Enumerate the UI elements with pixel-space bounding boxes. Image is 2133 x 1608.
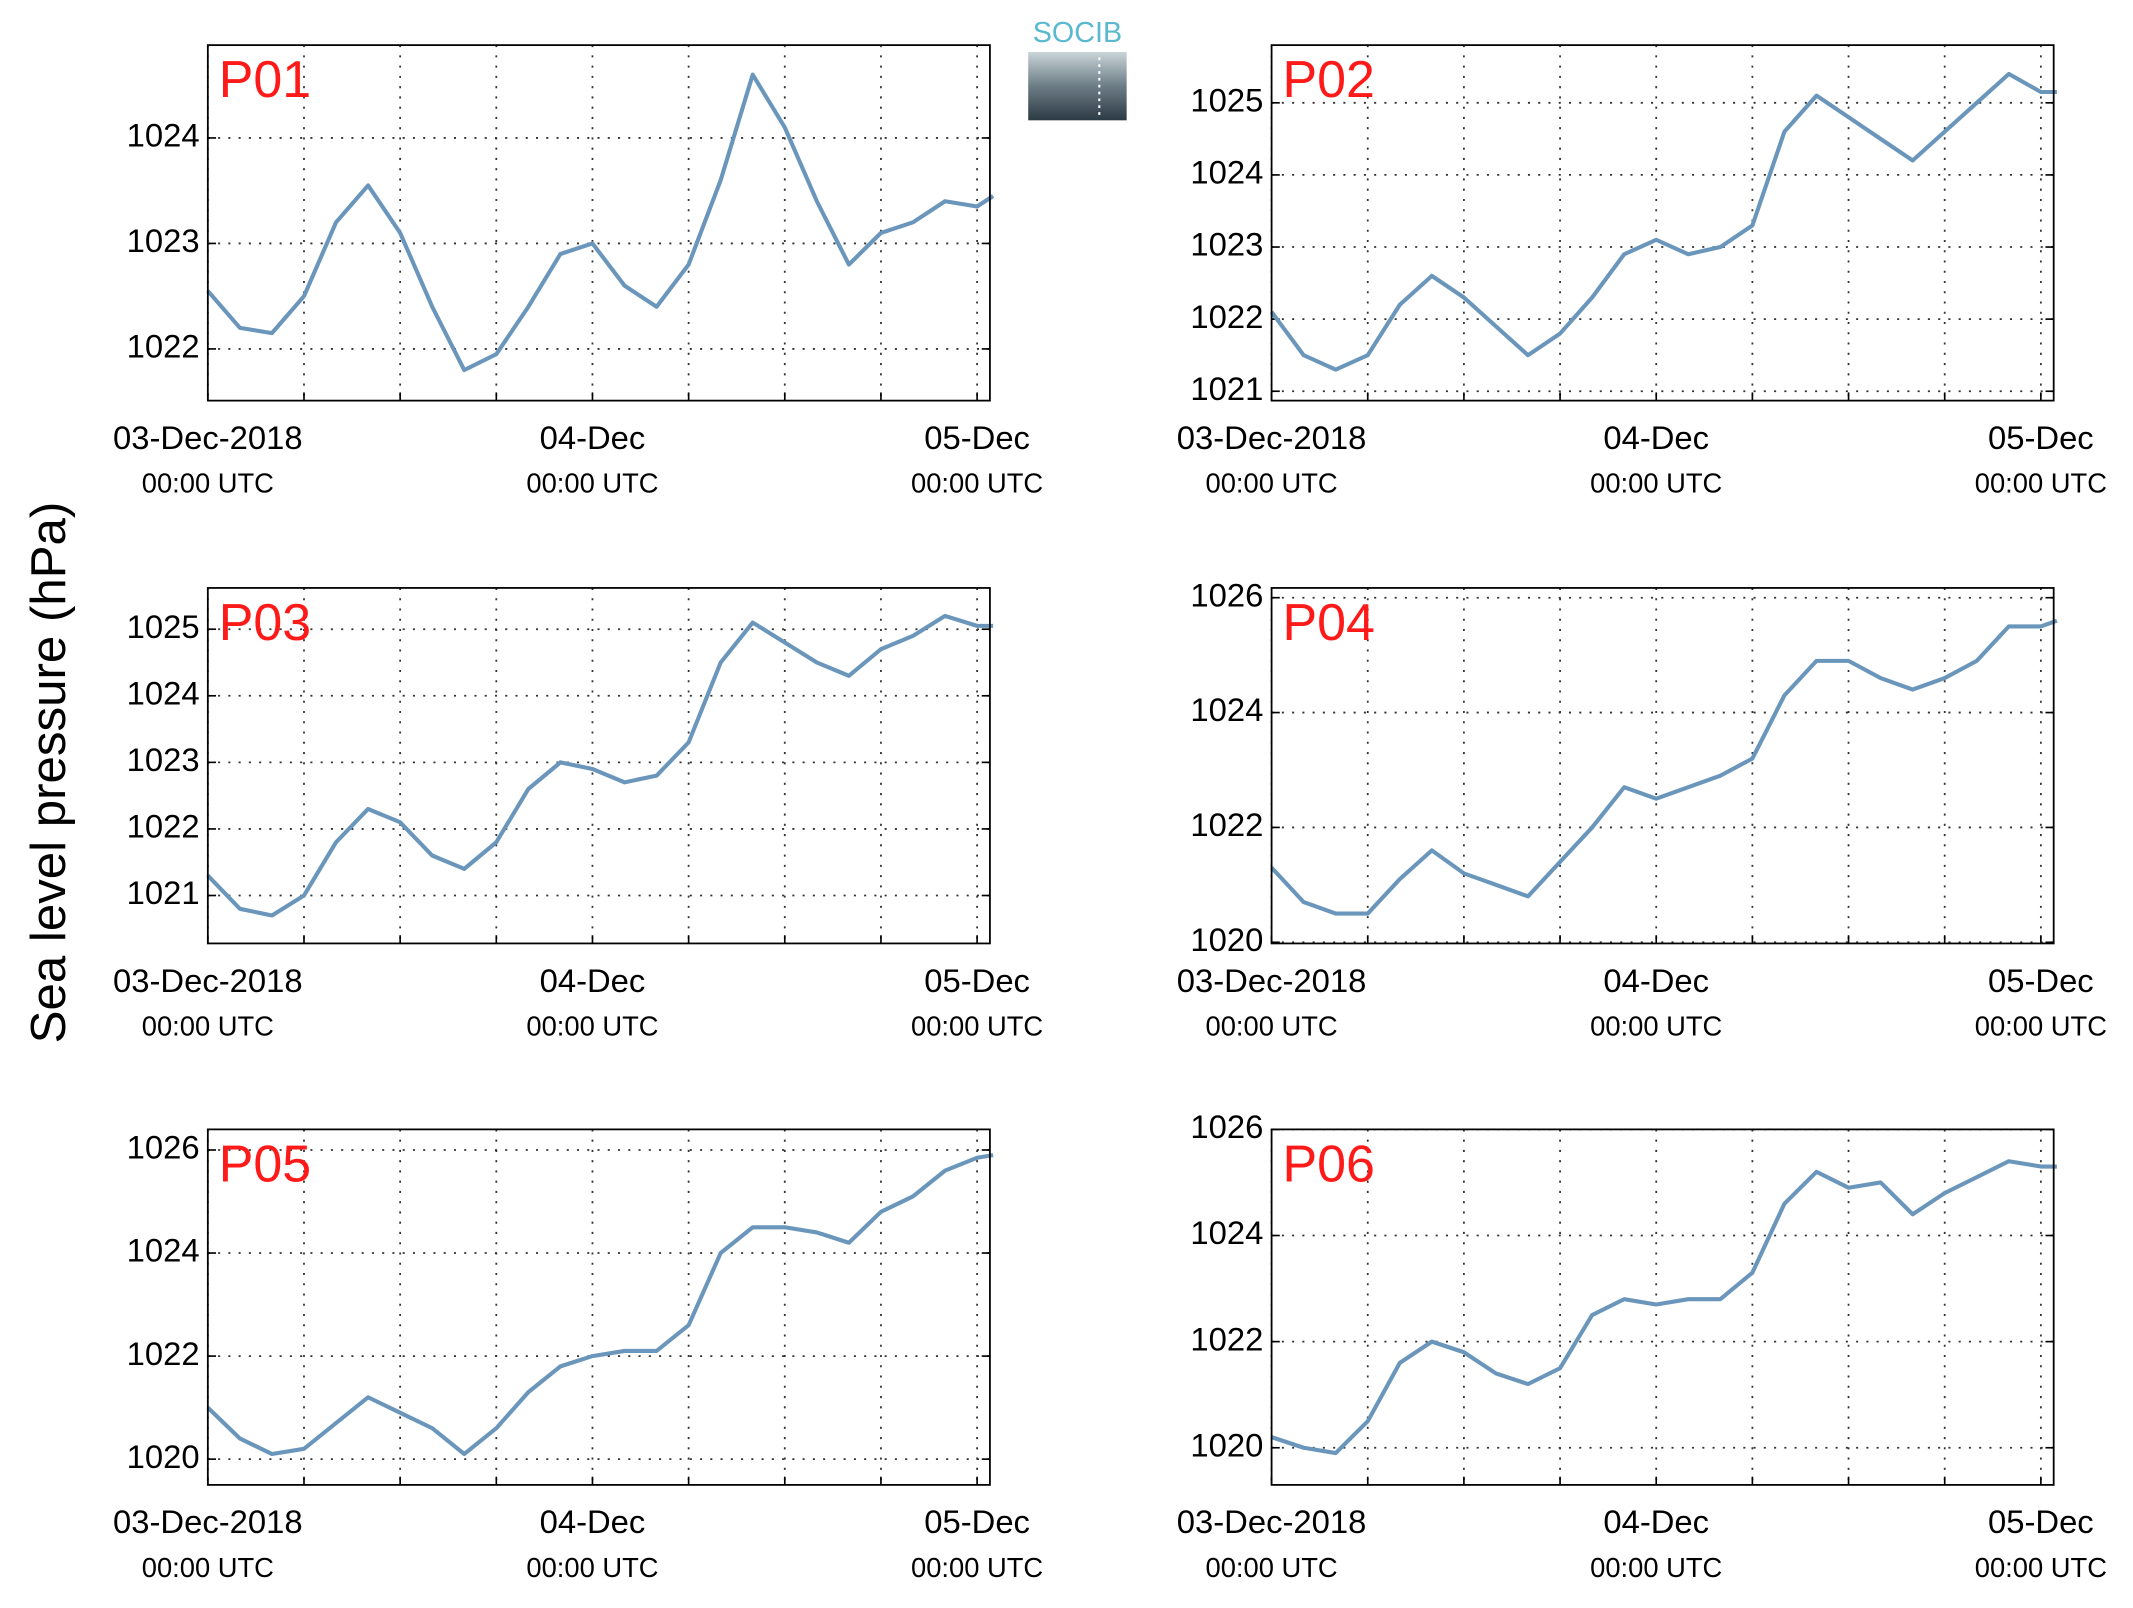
x-tick-sublabel: 00:00 UTC bbox=[911, 1010, 1043, 1041]
x-tick-sublabel: 00:00 UTC bbox=[142, 1010, 274, 1041]
y-tick-label: 1025 bbox=[127, 608, 200, 645]
x-tick-sublabel: 00:00 UTC bbox=[1206, 1010, 1338, 1041]
logo-text: SOCIB bbox=[1033, 17, 1122, 49]
x-tick-sublabel: 00:00 UTC bbox=[526, 1010, 658, 1041]
panel-title: P05 bbox=[219, 1135, 311, 1193]
y-tick-label: 1026 bbox=[1190, 1108, 1263, 1145]
y-tick-label: 1023 bbox=[127, 741, 200, 778]
data-line bbox=[206, 613, 994, 918]
x-tick-sublabel: 00:00 UTC bbox=[1975, 468, 2107, 499]
panel-title: P06 bbox=[1283, 1135, 1375, 1193]
logo-graphic bbox=[1028, 51, 1127, 121]
x-tick-sublabel: 00:00 UTC bbox=[526, 468, 658, 499]
y-tick-label: 1026 bbox=[1190, 576, 1263, 613]
plot-frame bbox=[1270, 44, 2055, 402]
x-tick-sublabel: 00:00 UTC bbox=[911, 468, 1043, 499]
plot-frame bbox=[206, 44, 991, 402]
data-line bbox=[206, 72, 995, 373]
x-tick-label: 04-Dec bbox=[540, 962, 646, 999]
x-tick-sublabel: 00:00 UTC bbox=[142, 468, 274, 499]
x-tick-label: 04-Dec bbox=[1603, 419, 1709, 456]
y-tick-label: 1021 bbox=[1190, 370, 1263, 407]
y-tick-label: 1024 bbox=[1190, 154, 1263, 191]
panel-title: P04 bbox=[1283, 594, 1375, 652]
plot-frame bbox=[206, 1128, 991, 1486]
y-tick-label: 1020 bbox=[127, 1438, 200, 1475]
x-tick-label: 04-Dec bbox=[1603, 1503, 1709, 1540]
x-tick-label: 03-Dec-2018 bbox=[1177, 962, 1367, 999]
y-tick-label: 1022 bbox=[127, 1335, 200, 1372]
y-tick-label: 1021 bbox=[127, 874, 200, 911]
x-tick-sublabel: 00:00 UTC bbox=[1206, 1552, 1338, 1583]
y-tick-label: 1024 bbox=[127, 1232, 200, 1269]
x-tick-label: 03-Dec-2018 bbox=[1177, 1503, 1367, 1540]
y-tick-label: 1022 bbox=[1190, 1320, 1263, 1357]
x-tick-label: 03-Dec-2018 bbox=[113, 419, 303, 456]
plot-frame bbox=[1270, 1128, 2055, 1486]
x-tick-label: 05-Dec bbox=[1988, 962, 2094, 999]
y-tick-label: 1020 bbox=[1190, 921, 1263, 958]
y-tick-label: 1022 bbox=[127, 328, 200, 365]
panel-title: P02 bbox=[1283, 51, 1375, 109]
x-tick-sublabel: 00:00 UTC bbox=[1975, 1552, 2107, 1583]
y-tick-label: 1020 bbox=[1190, 1426, 1263, 1463]
x-tick-sublabel: 00:00 UTC bbox=[1590, 1010, 1722, 1041]
x-tick-label: 05-Dec bbox=[924, 962, 1030, 999]
x-tick-label: 03-Dec-2018 bbox=[113, 1503, 303, 1540]
x-tick-sublabel: 00:00 UTC bbox=[1975, 1010, 2107, 1041]
data-line bbox=[1269, 71, 2057, 372]
x-tick-label: 04-Dec bbox=[540, 1503, 646, 1540]
y-tick-label: 1022 bbox=[1190, 298, 1263, 335]
x-tick-label: 04-Dec bbox=[1603, 962, 1709, 999]
plot-frame bbox=[206, 587, 991, 945]
x-tick-label: 03-Dec-2018 bbox=[113, 962, 303, 999]
y-tick-label: 1024 bbox=[1190, 1214, 1263, 1251]
y-tick-label: 1025 bbox=[1190, 81, 1263, 118]
x-tick-sublabel: 00:00 UTC bbox=[1206, 468, 1338, 499]
x-tick-label: 05-Dec bbox=[1988, 419, 2094, 456]
y-tick-label: 1022 bbox=[127, 808, 200, 845]
plot-frame bbox=[1270, 587, 2055, 945]
y-tick-label: 1024 bbox=[1190, 691, 1263, 728]
y-tick-label: 1022 bbox=[1190, 806, 1263, 843]
y-tick-label: 1023 bbox=[127, 222, 200, 259]
x-tick-sublabel: 00:00 UTC bbox=[911, 1552, 1043, 1583]
x-tick-label: 05-Dec bbox=[924, 419, 1030, 456]
y-tick-label: 1026 bbox=[127, 1129, 200, 1166]
panel-title: P03 bbox=[219, 594, 311, 652]
x-tick-label: 03-Dec-2018 bbox=[1177, 419, 1367, 456]
x-tick-label: 05-Dec bbox=[1988, 1503, 2094, 1540]
x-tick-sublabel: 00:00 UTC bbox=[1590, 468, 1722, 499]
y-tick-label: 1024 bbox=[127, 674, 200, 711]
y-tick-label: 1023 bbox=[1190, 226, 1263, 263]
data-line bbox=[206, 1153, 994, 1457]
x-tick-label: 05-Dec bbox=[924, 1503, 1030, 1540]
data-line bbox=[1270, 618, 2058, 916]
x-tick-label: 04-Dec bbox=[540, 419, 646, 456]
y-axis-label: Sea level pressure (hPa) bbox=[21, 502, 76, 1044]
y-tick-label: 1024 bbox=[127, 117, 200, 154]
panel-title: P01 bbox=[219, 51, 311, 109]
x-tick-sublabel: 00:00 UTC bbox=[1590, 1552, 1722, 1583]
data-line bbox=[1270, 1159, 2057, 1456]
x-tick-sublabel: 00:00 UTC bbox=[526, 1552, 658, 1583]
x-tick-sublabel: 00:00 UTC bbox=[142, 1552, 274, 1583]
